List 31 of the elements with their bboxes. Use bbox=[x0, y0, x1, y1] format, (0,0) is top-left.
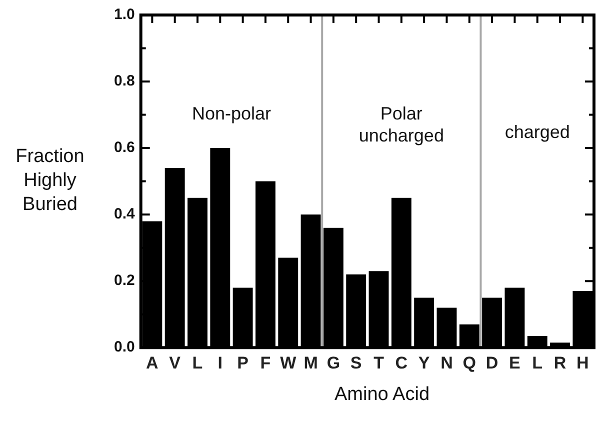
x-tick-label: F bbox=[260, 353, 271, 372]
x-tick-label: P bbox=[237, 353, 248, 372]
x-tick-label: N bbox=[440, 353, 453, 372]
y-tick-label: 1.0 bbox=[114, 6, 135, 24]
x-axis-title: Amino Acid bbox=[333, 384, 431, 406]
x-tick-label: W bbox=[280, 353, 298, 372]
x-tick-label: S bbox=[350, 353, 362, 372]
x-tick-label: L bbox=[532, 353, 543, 372]
annotation: Polar uncharged bbox=[358, 104, 444, 146]
x-tick-label: C bbox=[395, 353, 408, 372]
y-tick-label: 0.6 bbox=[114, 139, 135, 156]
y-axis-title: Fraction Highly Buried bbox=[14, 145, 86, 217]
x-tick-label: D bbox=[486, 353, 498, 372]
x-tick-label: T bbox=[374, 353, 385, 372]
x-tick-label: L bbox=[192, 353, 203, 372]
y-tick-label: 0.0 bbox=[114, 338, 135, 356]
x-tick-label: Q bbox=[462, 353, 476, 372]
y-tick-label: 0.2 bbox=[114, 272, 135, 290]
y-tick-label: 0.8 bbox=[114, 72, 135, 90]
x-tick-label: V bbox=[169, 353, 182, 372]
x-tick-label: I bbox=[218, 353, 223, 372]
annotation: Non-polar bbox=[192, 104, 272, 124]
annotation: charged bbox=[504, 122, 570, 142]
x-tick-label: R bbox=[554, 353, 566, 372]
x-tick-label: E bbox=[509, 353, 520, 372]
x-tick-label: G bbox=[326, 353, 340, 372]
x-tick-label: H bbox=[576, 353, 589, 372]
x-tick-label: Y bbox=[418, 353, 430, 372]
x-tick-label: M bbox=[304, 353, 318, 372]
y-tick-label: 0.4 bbox=[114, 206, 136, 223]
x-tick-label: A bbox=[146, 353, 158, 372]
